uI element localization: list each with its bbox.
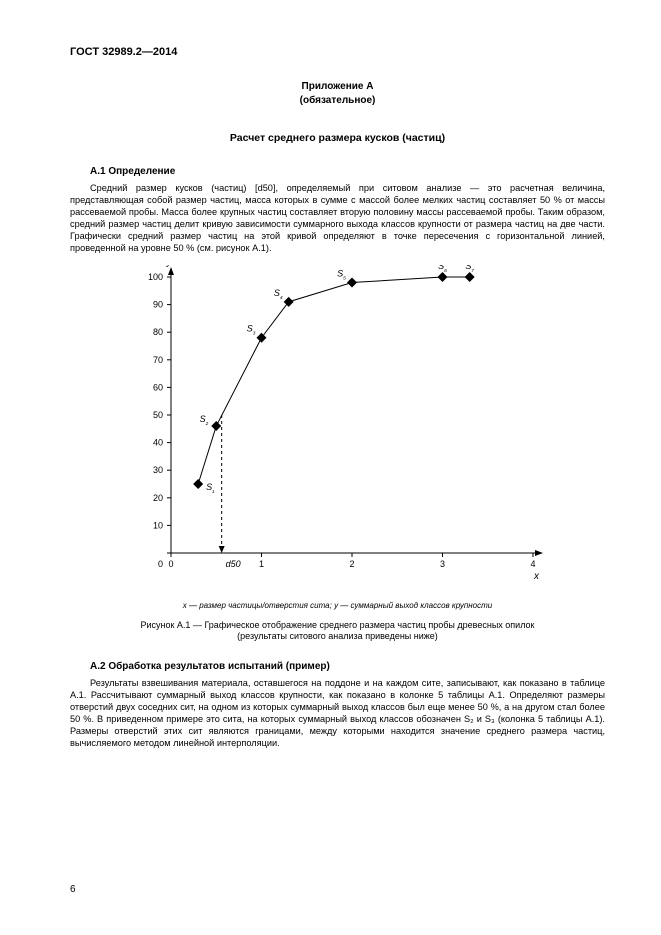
svg-text:100: 100 (147, 272, 162, 282)
figure-caption: Рисунок А.1 — Графическое отображение ср… (70, 620, 605, 643)
svg-text:2: 2 (349, 559, 354, 569)
a1-paragraph: Средний размер кусков (частиц) [d50], оп… (70, 183, 605, 255)
svg-text:80: 80 (152, 327, 162, 337)
svg-text:S₃: S₃ (246, 323, 255, 335)
a2-heading: А.2 Обработка результатов испытаний (при… (70, 661, 605, 672)
svg-text:40: 40 (152, 437, 162, 447)
appendix-type: (обязательное) (300, 95, 376, 106)
chart-figure: 0 1 2 3 4 10 20 30 40 50 60 70 80 90 100 0 d50 S₁ S₂ S₃ S₄ S₅… (123, 265, 553, 595)
svg-text:0: 0 (157, 559, 162, 569)
svg-text:50: 50 (152, 410, 162, 420)
figure-caption-line2: (результаты ситового анализа приведены н… (237, 631, 438, 641)
chart-svg: 0 1 2 3 4 10 20 30 40 50 60 70 80 90 100 0 d50 S₁ S₂ S₃ S₄ S₅… (123, 265, 553, 595)
svg-text:y: y (165, 265, 172, 268)
axis-caption: x — размер частицы/отверстия сита; y — с… (70, 601, 605, 610)
svg-text:4: 4 (530, 559, 535, 569)
svg-text:S₄: S₄ (273, 288, 282, 300)
svg-text:1: 1 (258, 559, 263, 569)
svg-text:70: 70 (152, 355, 162, 365)
section-title: Расчет среднего размера кусков (частиц) (70, 132, 605, 144)
svg-text:0: 0 (168, 559, 173, 569)
document-code: ГОСТ 32989.2—2014 (70, 46, 605, 58)
svg-text:x: x (533, 571, 540, 582)
appendix-label: Приложение А (302, 81, 374, 92)
svg-text:S₆: S₆ (438, 265, 447, 273)
a1-heading: А.1 Определение (70, 166, 605, 177)
page-number: 6 (70, 884, 76, 895)
page: ГОСТ 32989.2—2014 Приложение А (обязател… (0, 0, 661, 935)
a2-paragraph: Результаты взвешивания материала, оставш… (70, 678, 605, 750)
svg-text:60: 60 (152, 382, 162, 392)
svg-text:20: 20 (152, 493, 162, 503)
appendix-heading: Приложение А (обязательное) (70, 80, 605, 108)
svg-text:30: 30 (152, 465, 162, 475)
svg-text:S₅: S₅ (337, 268, 346, 280)
svg-text:3: 3 (439, 559, 444, 569)
svg-text:S₇: S₇ (465, 265, 474, 273)
svg-text:S₂: S₂ (199, 414, 208, 426)
svg-text:10: 10 (152, 520, 162, 530)
svg-text:d50: d50 (225, 559, 240, 569)
figure-caption-line1: Рисунок А.1 — Графическое отображение ср… (140, 620, 534, 630)
svg-text:90: 90 (152, 299, 162, 309)
svg-text:S₁: S₁ (206, 482, 215, 494)
